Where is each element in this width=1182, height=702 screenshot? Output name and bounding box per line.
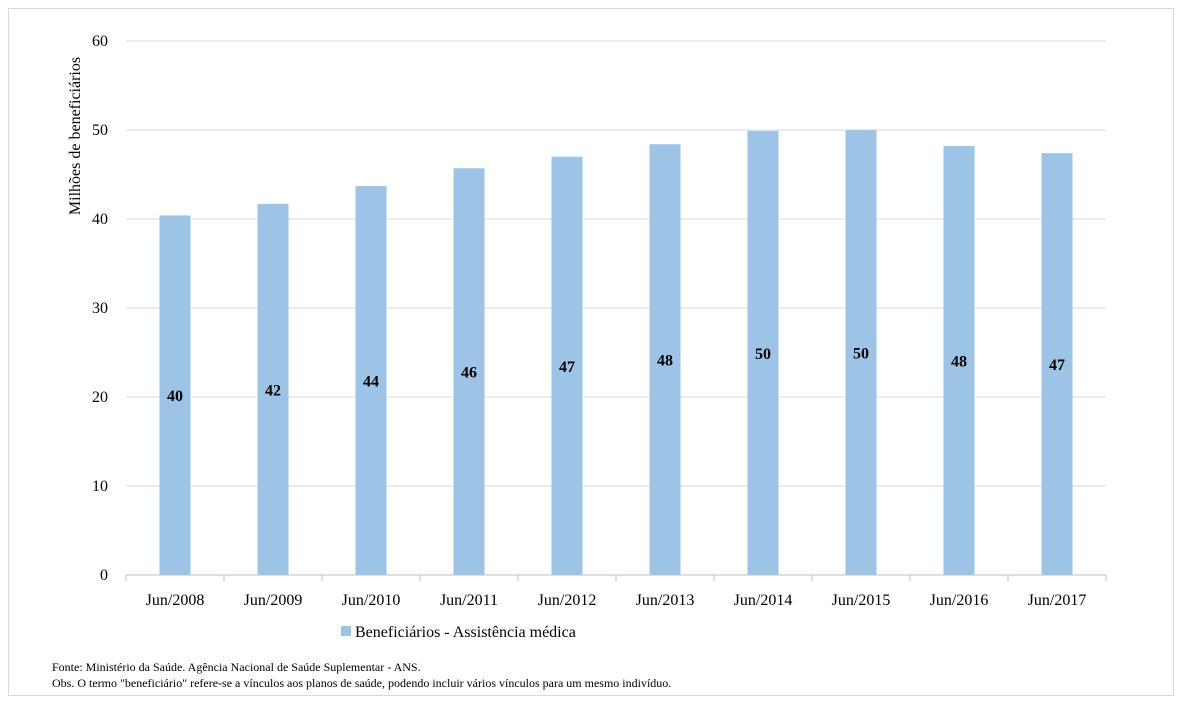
chart-notes: Fonte: Ministério da Saúde. Agência Naci…	[52, 659, 671, 691]
x-tick-label: Jun/2010	[342, 592, 401, 609]
bar	[649, 144, 681, 576]
bar	[943, 146, 975, 575]
y-tick-label: 50	[92, 122, 108, 139]
y-tick-label: 60	[92, 33, 108, 50]
y-tick-label: 20	[92, 389, 108, 406]
bar	[159, 215, 191, 575]
bar-data-label: 40	[167, 388, 183, 405]
bar-data-label: 50	[755, 346, 771, 363]
x-tick-label: Jun/2015	[832, 592, 891, 609]
bars	[159, 130, 1073, 576]
x-tick-label: Jun/2013	[636, 592, 695, 609]
source-note: Fonte: Ministério da Saúde. Agência Naci…	[52, 660, 421, 674]
y-tick-label: 40	[92, 211, 108, 228]
obs-note: Obs. O termo "beneficiário" refere-se a …	[52, 676, 672, 690]
x-tick-label: Jun/2009	[244, 592, 303, 609]
bar	[747, 130, 779, 575]
bar-data-labels: 40 42 44 46 47 48 50 50 48 47	[167, 346, 1065, 406]
legend: Beneficiários - Assistência médica	[341, 624, 576, 641]
bar-data-label: 46	[461, 365, 477, 382]
x-tick-label: Jun/2016	[930, 592, 989, 609]
y-axis-label: Milhões de beneficiários	[67, 57, 84, 215]
bar	[257, 203, 289, 575]
chart-frame	[8, 8, 1174, 696]
bar	[845, 130, 877, 575]
x-tick-label: Jun/2017	[1028, 592, 1087, 609]
x-axis-tick-labels: Jun/2008 Jun/2009 Jun/2010 Jun/2011 Jun/2012…	[146, 592, 1087, 609]
x-tick-label: Jun/2014	[734, 592, 793, 609]
bar-data-label: 44	[363, 374, 379, 391]
bar	[1041, 153, 1073, 575]
x-tick-label: Jun/2008	[146, 592, 205, 609]
legend-swatch	[341, 626, 351, 636]
x-tick-label: Jun/2011	[440, 592, 498, 609]
bar-data-label: 47	[559, 359, 575, 376]
x-axis	[125, 574, 1107, 581]
bar-data-label: 47	[1049, 357, 1065, 374]
bar	[355, 186, 387, 575]
bar-data-label: 48	[951, 354, 967, 371]
y-tick-label: 0	[100, 567, 108, 584]
y-tick-label: 10	[92, 478, 108, 495]
bar-data-label: 48	[657, 353, 673, 370]
y-axis-ticks: 0 10 20 30 40 50 60	[92, 33, 108, 584]
x-tick-label: Jun/2012	[538, 592, 597, 609]
bar-data-label: 42	[265, 382, 281, 399]
bar	[551, 156, 583, 575]
legend-label: Beneficiários - Assistência médica	[355, 624, 576, 641]
y-tick-label: 30	[92, 300, 108, 317]
bar-data-label: 50	[853, 346, 869, 363]
gridlines	[126, 40, 1106, 487]
bar	[453, 168, 485, 575]
